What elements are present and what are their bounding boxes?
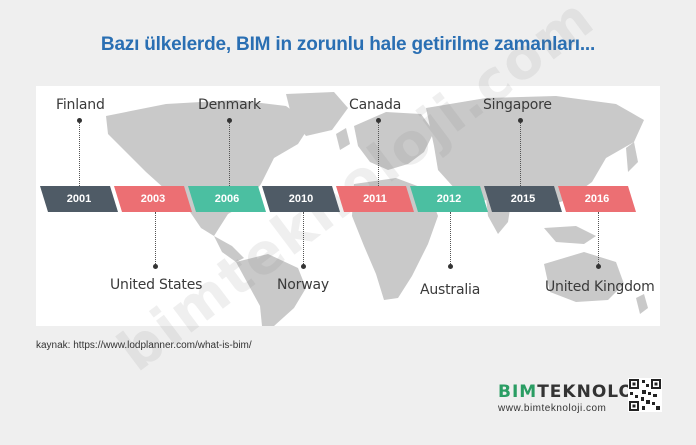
country-label-united-states: United States (110, 277, 203, 293)
connector-singapore (520, 120, 521, 186)
country-label-denmark: Denmark (198, 97, 261, 113)
connector-united-states (155, 212, 156, 266)
country-label-singapore: Singapore (483, 97, 552, 113)
page-title: Bazı ülkelerde, BIM in zorunlu hale geti… (100, 34, 596, 55)
connector-united-kingdom (598, 212, 599, 266)
year-segment-2015: 2015 (484, 186, 562, 212)
connector-dot-singapore (518, 118, 523, 123)
year-label-2015: 2015 (510, 193, 536, 205)
country-label-norway: Norway (277, 277, 329, 293)
connector-denmark (229, 120, 230, 186)
year-label-2016: 2016 (584, 193, 610, 205)
year-label-2003: 2003 (140, 193, 166, 205)
connector-norway (303, 212, 304, 266)
connector-dot-norway (301, 264, 306, 269)
year-segment-2006-shape (188, 186, 266, 212)
year-segment-2012: 2012 (410, 186, 488, 212)
year-label-2006: 2006 (214, 193, 240, 205)
country-label-canada: Canada (349, 97, 402, 113)
year-segment-2006: 2006 (188, 186, 266, 212)
year-segment-2010: 2010 (262, 186, 340, 212)
connector-finland (79, 120, 80, 186)
year-segment-2011-shape (336, 186, 414, 212)
year-segment-2003: 2003 (114, 186, 192, 212)
source-caption: kaynak: https://www.lodplanner.com/what-… (36, 340, 252, 351)
country-label-finland: Finland (56, 97, 105, 113)
qr-code-icon (628, 378, 662, 412)
country-label-australia: Australia (420, 282, 481, 298)
country-label-united-kingdom: United Kingdom (545, 279, 655, 295)
year-label-2010: 2010 (288, 193, 314, 205)
year-segment-2012-shape (410, 186, 488, 212)
year-segment-2001-shape (40, 186, 118, 212)
timeline-panel: bimteknoloji.com Finland Denmark Canada … (36, 0, 660, 384)
connector-dot-united-kingdom (596, 264, 601, 269)
connector-dot-australia (448, 264, 453, 269)
year-segment-2010-shape (262, 186, 340, 212)
year-segment-2015-shape (484, 186, 562, 212)
brand-url: www.bimteknoloji.com (498, 403, 607, 414)
brand-logo: BIMTEKNOLOJİ www.bimteknoloji.com (498, 382, 649, 414)
timeline-bar: 2001 2003 2006 2010 2011 2012 2015 2016 (36, 186, 660, 212)
year-label-2012: 2012 (436, 193, 462, 205)
connector-dot-finland (77, 118, 82, 123)
world-map (106, 92, 648, 326)
connector-dot-united-states (153, 264, 158, 269)
year-label-2011: 2011 (363, 193, 387, 205)
year-label-2001: 2001 (66, 193, 92, 205)
year-segment-2016: 2016 (558, 186, 636, 212)
year-segment-2001: 2001 (40, 186, 118, 212)
brand-prefix: BIM (498, 382, 538, 402)
year-segment-2011: 2011 (336, 186, 414, 212)
year-segment-2016-shape (558, 186, 636, 212)
brand-suffix: TEKNOLOJİ (537, 382, 649, 402)
brand-name: BIMTEKNOLOJİ (498, 382, 649, 402)
connector-dot-canada (376, 118, 381, 123)
connector-dot-denmark (227, 118, 232, 123)
year-segment-2003-shape (114, 186, 192, 212)
connector-australia (450, 212, 451, 266)
connector-canada (378, 120, 379, 186)
